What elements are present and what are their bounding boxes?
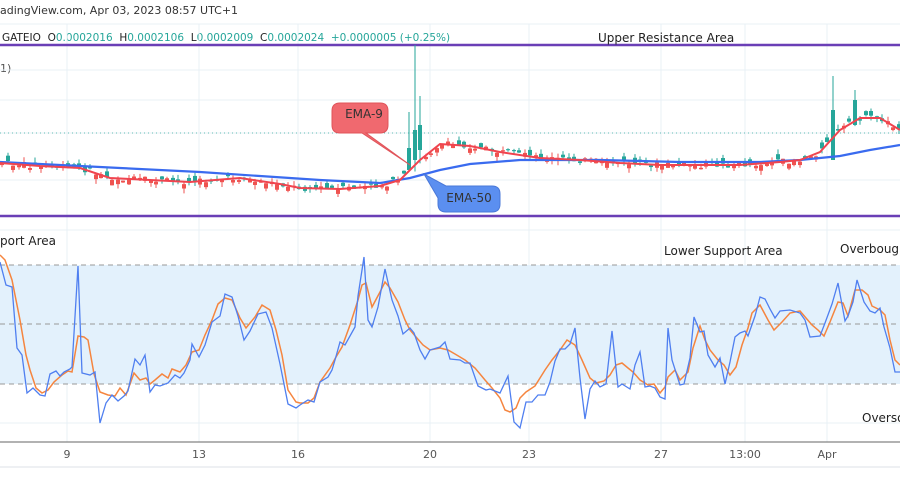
x-axis-tick: 23 bbox=[522, 448, 536, 461]
oversold-label: Overso bbox=[862, 411, 900, 425]
ema-50-line bbox=[0, 143, 900, 185]
x-axis-tick: 13:00 bbox=[729, 448, 761, 461]
upper-resistance-label: Upper Resistance Area bbox=[598, 31, 735, 45]
x-axis-tick: Apr bbox=[817, 448, 837, 461]
lower-support-label: Lower Support Area bbox=[664, 244, 783, 258]
ema50-callout-label: EMA-50 bbox=[446, 191, 492, 205]
change-value: +0.0000005 (+0.25%) bbox=[330, 32, 451, 44]
ema9-callout-shape bbox=[331, 102, 411, 166]
overbought-label: Overbough bbox=[840, 242, 900, 256]
ohlc-legend: GATEIO O0.0002016 H0.0002106 L0.0002009 … bbox=[2, 32, 451, 44]
x-axis-tick: 27 bbox=[654, 448, 668, 461]
ema9-callout-label: EMA-9 bbox=[345, 107, 383, 121]
x-axis-tick: 13 bbox=[192, 448, 206, 461]
chart-source-header: adingView.com, Apr 03, 2023 08:57 UTC+1 bbox=[0, 4, 239, 17]
high-value: 0.0002106 bbox=[127, 32, 185, 44]
stoch-d-line bbox=[0, 254, 900, 413]
lower-support-left-label: port Area bbox=[0, 234, 57, 248]
symbol-label: GATEIO bbox=[2, 32, 41, 44]
ema-9-line bbox=[0, 117, 900, 191]
low-value: 0.0002009 bbox=[196, 32, 254, 44]
x-axis-tick: 9 bbox=[63, 448, 71, 461]
x-axis-tick: 20 bbox=[423, 448, 437, 461]
indicator-label: 1) bbox=[0, 62, 12, 75]
ema50-callout-shape bbox=[422, 172, 501, 213]
close-value: 0.0002024 bbox=[267, 32, 325, 44]
stoch-k-line bbox=[0, 256, 900, 430]
candlesticks bbox=[0, 45, 900, 197]
x-axis-tick: 16 bbox=[291, 448, 305, 461]
open-value: 0.0002016 bbox=[55, 32, 113, 44]
